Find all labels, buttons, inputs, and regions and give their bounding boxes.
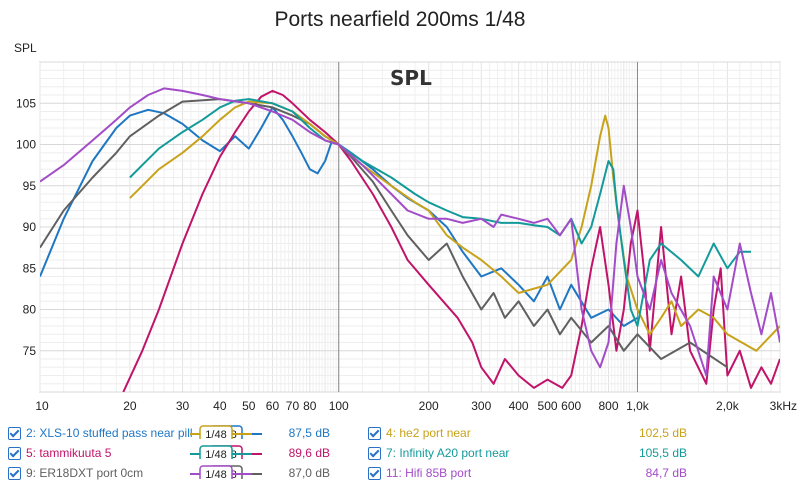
legend-value: 102,5 dB [638,426,687,440]
series-line-5 [129,98,751,327]
chart-title: Ports nearfield 200ms 1/48 [274,8,526,31]
y-tick-label: 100 [16,138,36,152]
legend-checkbox[interactable] [368,447,381,460]
legend-series-name: 2: XLS-10 stuffed pass near pill [26,426,193,440]
legend-item[interactable]: 7: Infinity A20 port near 1/48 105,5 dB [190,444,788,464]
x-tick-label: 40 [213,399,227,413]
smoothing-label: 1/48 [205,469,226,479]
legend-value: 84,7 dB [645,466,687,480]
x-tick-label: 70 [286,399,300,413]
legend-item[interactable]: 2: XLS-10 stuffed pass near pill 1/48 87,5… [8,424,358,444]
legend-value: 87,0 dB [288,466,330,480]
y-tick-label: 75 [23,344,37,358]
legend-item[interactable]: 11: Hifi 85B port 1/48 84,7 dB [190,464,788,484]
y-axis-label: SPL [14,41,37,55]
legend-value: 87,5 dB [288,426,330,440]
legend-value: 89,6 dB [288,446,330,460]
legend-series-name: 7: Infinity A20 port near [386,446,510,460]
x-tick-label: 200 [419,399,439,413]
y-tick-label: 90 [23,220,37,234]
x-tick-label: 1,0k [626,399,650,413]
x-tick-label: 20 [123,399,137,413]
legend: 2: XLS-10 stuffed pass near pill 1/48 87,5… [0,420,800,485]
x-tick-label: 10 [35,399,49,413]
legend-series-name: 9: ER18DXT port 0cm [26,466,144,480]
x-tick-label: 300 [471,399,491,413]
x-tick-label: 2,0k [716,399,740,413]
smoothing-label: 1/48 [205,429,226,439]
legend-series-name: 4: he2 port near [386,426,471,440]
legend-checkbox[interactable] [368,467,381,480]
x-tick-label: 50 [242,399,256,413]
legend-item[interactable]: 4: he2 port near 1/48 102,5 dB [190,424,788,444]
x-tick-label: 30 [176,399,190,413]
series-line-2 [122,89,780,392]
x-tick-label: 500 [538,399,558,413]
smoothing-label: 1/48 [205,449,226,459]
x-tick-label: 3kHz [770,399,797,413]
legend-item[interactable]: 9: ER18DXT port 0cm 1/48 87,0 dB [8,464,358,484]
legend-series-name: 11: Hifi 85B port [386,466,472,480]
series-line-6 [40,87,780,377]
x-tick-label: 80 [303,399,317,413]
y-tick-label: 105 [16,96,36,110]
legend-checkbox[interactable] [8,447,21,460]
y-tick-label: 95 [23,179,37,193]
watermark-label: SPL [390,66,432,90]
y-tick-label: 80 [23,303,37,317]
series-line-3 [40,98,728,369]
smoothing-selector[interactable]: 1/48 [190,465,260,479]
smoothing-selector[interactable]: 1/48 [190,445,260,459]
smoothing-selector[interactable]: 1/48 [190,425,260,439]
series-line-1 [40,106,639,327]
legend-checkbox[interactable] [368,427,381,440]
x-tick-label: 100 [329,399,349,413]
legend-checkbox[interactable] [8,427,21,440]
legend-series-name: 5: tammikuuta 5 [26,446,112,460]
x-tick-label: 400 [509,399,529,413]
y-tick-label: 85 [23,261,37,275]
x-tick-label: 800 [599,399,619,413]
legend-item[interactable]: 5: tammikuuta 5 1/48 89,6 dB [8,444,358,464]
x-tick-label: 600 [561,399,581,413]
legend-value: 105,5 dB [638,446,687,460]
legend-checkbox[interactable] [8,467,21,480]
x-tick-label: 60 [266,399,280,413]
